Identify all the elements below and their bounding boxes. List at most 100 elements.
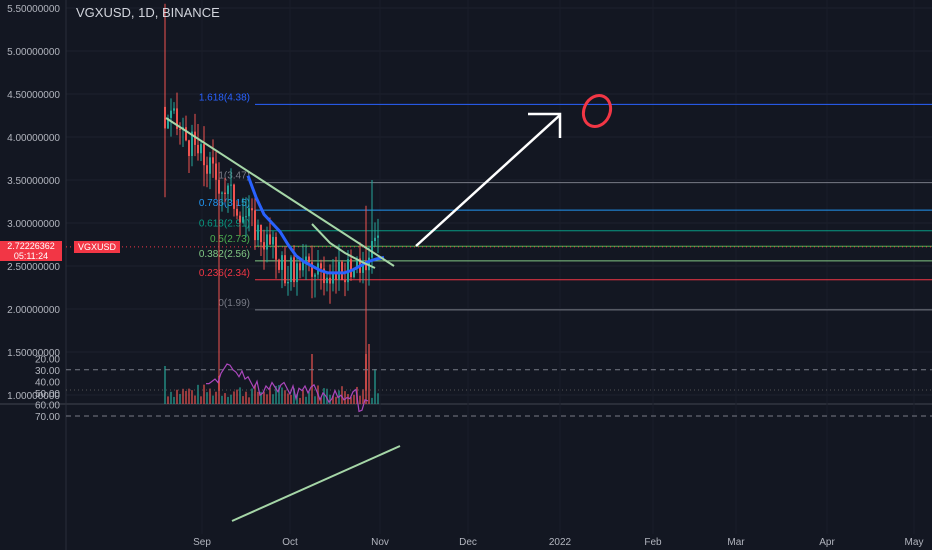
- candle-body: [239, 215, 241, 223]
- fib-level-label: 0.618(2.91): [199, 219, 250, 230]
- rsi-panel[interactable]: [66, 363, 932, 522]
- candle-body: [371, 241, 373, 258]
- x-tick-label: Nov: [371, 537, 389, 548]
- candle-body: [164, 106, 166, 129]
- volume-bar: [281, 387, 283, 404]
- candle-body: [179, 128, 181, 130]
- volume-bar: [230, 394, 232, 404]
- drawings[interactable]: [165, 91, 616, 275]
- y-tick-label: 4.00000000: [7, 133, 60, 144]
- volume-bar: [164, 366, 166, 404]
- volume-bar: [371, 397, 373, 404]
- x-tick-label: 2022: [549, 537, 572, 548]
- x-tick-label: Dec: [459, 537, 477, 548]
- volume-bar: [185, 391, 187, 404]
- volume-bar: [245, 391, 247, 404]
- rsi-trendline: [231, 445, 401, 522]
- candle-body: [365, 261, 367, 271]
- fib-level-label: 0.236(2.34): [199, 268, 250, 279]
- volume-bar: [242, 396, 244, 404]
- volume-bar: [206, 392, 208, 404]
- fib-level-label: 0.5(2.73): [210, 234, 250, 245]
- volume-bar: [305, 396, 307, 404]
- candle-body: [260, 224, 262, 243]
- series-symbol-tag: VGXUSD: [74, 241, 120, 253]
- candle-body: [227, 185, 229, 195]
- volume-bar: [296, 394, 298, 404]
- rsi-tick-label: 20.00: [35, 354, 60, 365]
- candle-body: [287, 281, 289, 284]
- candlesticks[interactable]: [164, 3, 379, 391]
- target-arrow: [415, 114, 561, 247]
- y-tick-label: 2.50000000: [7, 262, 60, 273]
- volume-bar: [197, 384, 199, 404]
- volume-bar: [350, 397, 352, 404]
- candle-body: [329, 277, 331, 284]
- candle-body: [320, 263, 322, 269]
- candle-body: [176, 108, 178, 129]
- candle-body: [194, 131, 196, 145]
- volume-bar: [374, 369, 376, 404]
- candle-body: [293, 257, 295, 283]
- y-tick-label: 4.50000000: [7, 90, 60, 101]
- candle-body: [311, 262, 313, 277]
- volume-bar: [287, 393, 289, 404]
- volume-bar: [239, 387, 241, 404]
- candle-body: [335, 273, 337, 280]
- candle-body: [257, 224, 259, 241]
- volume-bar: [299, 397, 301, 404]
- candle-body: [353, 267, 355, 278]
- candle-body: [206, 165, 208, 174]
- candle-body: [326, 277, 328, 284]
- rsi-tick-label: 40.00: [35, 377, 60, 388]
- short-trendline: [311, 223, 376, 269]
- candle-body: [344, 280, 346, 283]
- fibonacci-retracement[interactable]: 1.618(4.38) 1(3.47) 0.786(3.15) 0.618(2.91)…: [66, 92, 932, 391]
- candle-body: [314, 274, 316, 277]
- last-price-value: 2.72226362: [7, 241, 55, 251]
- candle-body: [191, 131, 193, 156]
- rsi-line: [206, 363, 369, 413]
- target-circle: [581, 93, 613, 129]
- volume-bar: [266, 394, 268, 404]
- arrow-head: [528, 112, 562, 138]
- x-tick-label: Sep: [193, 537, 211, 548]
- volume-bar: [341, 386, 343, 404]
- volume-bar: [227, 396, 229, 404]
- volume-bar: [353, 394, 355, 404]
- candle-body: [266, 234, 268, 250]
- candle-body: [302, 261, 304, 271]
- candle-body: [209, 157, 211, 174]
- candle-body: [218, 179, 220, 194]
- x-tick-label: May: [905, 537, 924, 548]
- candle-body: [263, 242, 265, 250]
- rsi-tick-label: 60.00: [35, 400, 60, 411]
- fib-level-label: 0(1.99): [218, 298, 250, 309]
- volume-bar: [320, 397, 322, 404]
- candle-body: [248, 208, 250, 217]
- x-tick-label: Apr: [819, 537, 835, 548]
- volume-bar: [170, 391, 172, 404]
- volume-bar: [215, 391, 217, 404]
- candle-body: [170, 110, 172, 118]
- candle-body: [167, 117, 169, 129]
- fib-level-label: 0.786(3.15): [199, 198, 250, 209]
- volume-bar: [323, 388, 325, 404]
- last-price-label: 2.72226362 05:11:24: [0, 241, 62, 261]
- volume-bar: [248, 397, 250, 404]
- fib-level-label: 0.382(2.56): [199, 249, 250, 260]
- y-tick-label: 1.00000000: [7, 391, 60, 402]
- candle-body: [284, 255, 286, 284]
- candle-body: [185, 127, 187, 141]
- volume-bar: [263, 391, 265, 404]
- rsi-tick-label: 50.00: [35, 389, 60, 400]
- volume-bar: [191, 390, 193, 404]
- candle-body: [224, 192, 226, 195]
- x-tick-label: Mar: [727, 537, 745, 548]
- volume-bar: [167, 396, 169, 404]
- candle-body: [215, 163, 217, 180]
- volume-bars: [164, 344, 379, 404]
- volume-bar: [257, 391, 259, 404]
